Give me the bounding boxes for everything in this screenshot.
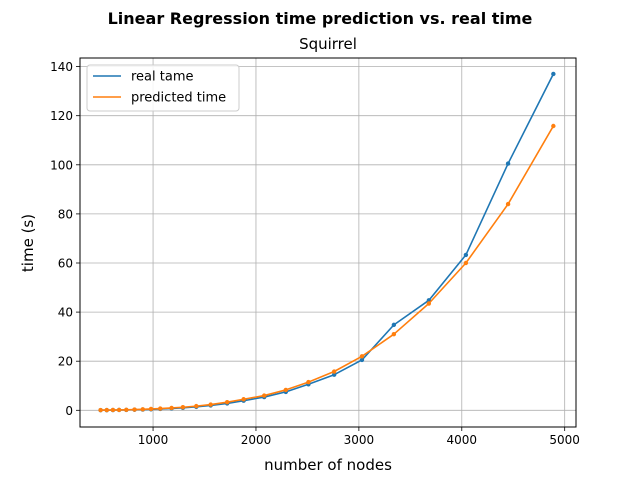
data-point <box>116 407 122 413</box>
data-point <box>283 387 289 393</box>
data-point <box>551 71 556 77</box>
data-point <box>359 354 365 359</box>
data-point <box>148 406 154 412</box>
series-line <box>100 73 555 411</box>
chart-suptitle: Linear Regression time prediction vs. re… <box>108 9 533 28</box>
legend-label: predicted time <box>131 91 226 106</box>
x-tick-label: 5000 <box>549 433 580 447</box>
data-point <box>505 201 511 207</box>
data-point <box>331 369 337 374</box>
y-tick-label: 0 <box>65 404 73 418</box>
x-tick-label: 1000 <box>138 433 169 447</box>
legend-box <box>86 64 240 112</box>
x-tick-label: 2000 <box>241 433 272 447</box>
legend-label: real tame <box>131 70 194 85</box>
plot-frame <box>79 57 577 428</box>
data-point <box>261 393 267 398</box>
x-tick-label: 3000 <box>344 433 375 447</box>
y-tick-label: 140 <box>50 60 73 74</box>
x-axis-label: number of nodes <box>264 456 392 474</box>
y-tick-label: 120 <box>50 109 73 123</box>
data-point <box>241 397 246 402</box>
data-point <box>359 357 365 363</box>
data-point <box>224 400 230 405</box>
data-point <box>132 407 137 412</box>
y-axis-label: time (s) <box>19 214 37 272</box>
data-point <box>505 161 511 166</box>
grid <box>80 58 576 427</box>
data-point <box>110 407 116 413</box>
data-point <box>391 322 397 328</box>
data-point <box>158 406 163 411</box>
data-point <box>306 379 311 385</box>
y-axis-ticks: 0 20 40 60 80 100 120 140 <box>50 60 80 418</box>
data-point <box>194 403 199 409</box>
data-point <box>208 402 213 407</box>
data-point <box>331 372 337 377</box>
data-point <box>463 252 469 258</box>
data-point <box>551 123 556 129</box>
data-point <box>104 407 109 413</box>
series-group <box>98 123 556 413</box>
x-axis-ticks: 1000 2000 3000 4000 5000 <box>138 427 580 447</box>
y-tick-label: 60 <box>58 257 73 271</box>
data-point <box>391 331 397 337</box>
y-tick-label: 100 <box>50 158 73 172</box>
data-point <box>463 260 469 266</box>
data-point <box>140 407 145 412</box>
plot-series <box>98 71 556 413</box>
series-line <box>100 125 555 411</box>
y-tick-label: 20 <box>58 355 73 369</box>
y-tick-label: 80 <box>58 207 73 221</box>
data-point <box>169 405 174 411</box>
data-point <box>98 407 103 413</box>
y-tick-label: 40 <box>58 306 73 320</box>
legend: real tame predicted time <box>86 64 240 112</box>
x-tick-label: 4000 <box>447 433 478 447</box>
chart-title: Squirrel <box>299 35 357 53</box>
data-point <box>124 407 129 412</box>
data-point <box>180 405 186 410</box>
data-point <box>426 301 432 306</box>
